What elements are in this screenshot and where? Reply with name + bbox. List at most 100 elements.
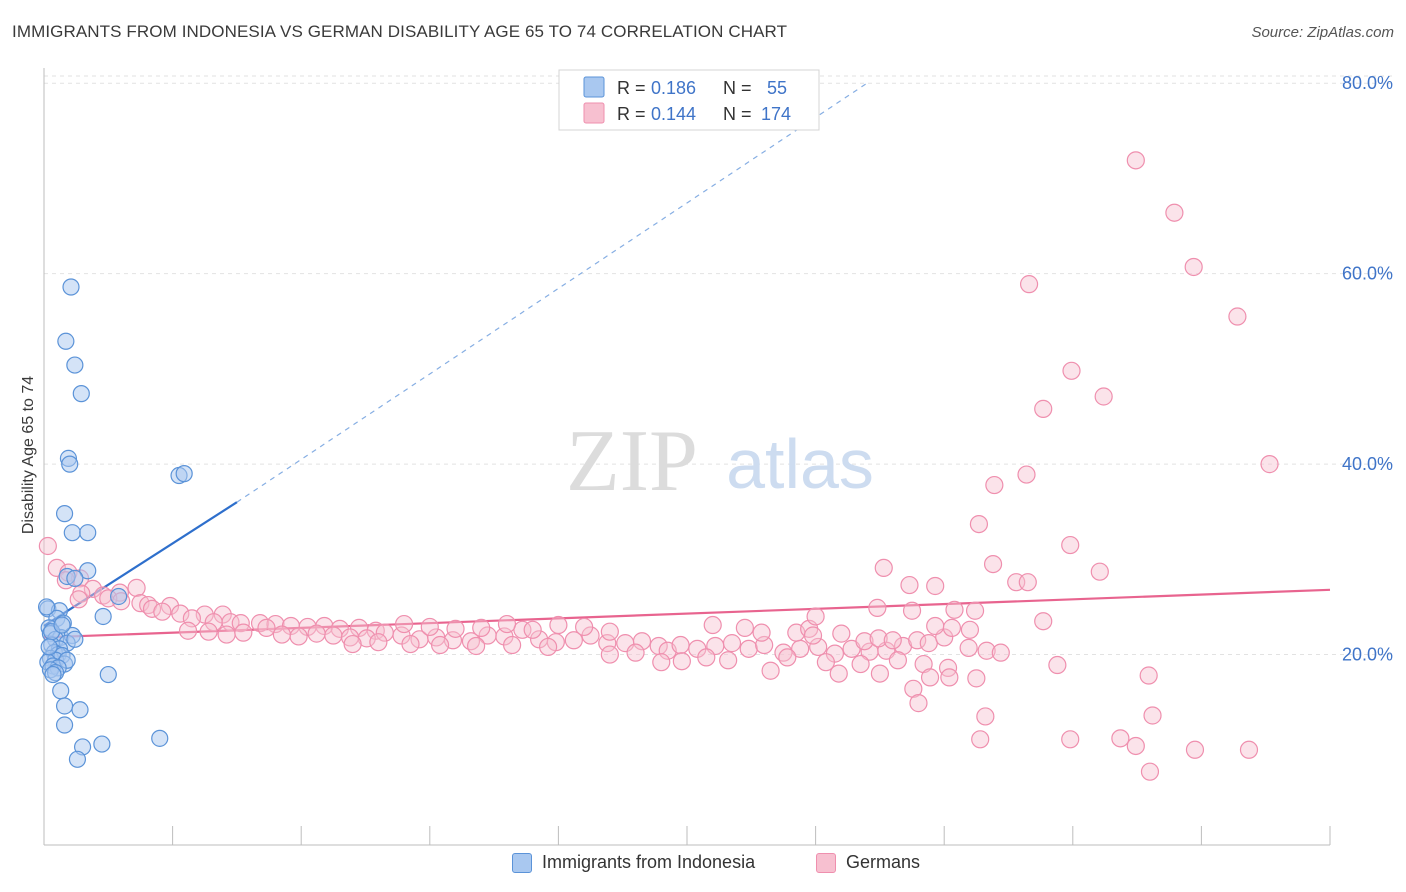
point-germans bbox=[971, 730, 990, 749]
point-indonesia bbox=[63, 524, 81, 542]
point-indonesia bbox=[99, 665, 117, 684]
source-label: Source: ZipAtlas.com bbox=[1251, 24, 1394, 41]
point-germans bbox=[920, 668, 940, 687]
point-germans bbox=[257, 618, 276, 637]
point-germans bbox=[869, 629, 888, 648]
legend-r-value-indonesia: 0.186 bbox=[651, 78, 696, 98]
point-germans bbox=[272, 625, 292, 644]
point-indonesia bbox=[79, 562, 97, 580]
point-germans bbox=[671, 635, 690, 655]
legend-r-label-germans: R = bbox=[617, 104, 646, 124]
point-indonesia bbox=[44, 665, 62, 684]
point-germans bbox=[69, 590, 88, 609]
point-germans bbox=[959, 638, 978, 657]
point-germans bbox=[967, 669, 986, 688]
point-germans bbox=[626, 643, 645, 662]
point-indonesia bbox=[66, 569, 84, 587]
point-germans bbox=[908, 631, 927, 650]
series-germans bbox=[38, 151, 1279, 781]
legend-label-indonesia: Immigrants from Indonesia bbox=[542, 852, 756, 872]
watermark-atlas: atlas bbox=[726, 425, 874, 503]
point-indonesia bbox=[151, 729, 169, 747]
trend-indonesia bbox=[43, 501, 238, 627]
legend-label-germans: Germans bbox=[846, 852, 921, 872]
legend-n-value-germans: 174 bbox=[761, 104, 791, 124]
point-germans bbox=[904, 679, 923, 698]
point-germans bbox=[1143, 706, 1162, 725]
point-germans bbox=[1018, 573, 1037, 592]
point-germans bbox=[761, 661, 780, 680]
point-indonesia bbox=[37, 598, 56, 616]
point-indonesia bbox=[175, 465, 193, 483]
trend-indonesia-extension bbox=[236, 82, 868, 503]
point-germans bbox=[1048, 655, 1067, 675]
point-germans bbox=[888, 651, 908, 670]
legend-item-indonesia[interactable]: Immigrants from Indonesia bbox=[512, 852, 755, 873]
point-indonesia bbox=[52, 682, 70, 700]
point-germans bbox=[940, 668, 959, 687]
point-germans bbox=[394, 614, 414, 634]
point-indonesia bbox=[55, 716, 74, 734]
point-germans bbox=[598, 634, 617, 653]
point-germans bbox=[874, 558, 893, 578]
point-germans bbox=[307, 624, 326, 643]
point-germans bbox=[703, 615, 722, 635]
point-germans bbox=[919, 634, 938, 653]
point-germans bbox=[564, 631, 583, 650]
y-tick-label: 20.0% bbox=[1342, 645, 1393, 665]
y-tick-label: 80.0% bbox=[1342, 73, 1393, 93]
point-germans bbox=[909, 694, 928, 713]
point-germans bbox=[523, 620, 542, 639]
point-germans bbox=[697, 648, 716, 667]
point-germans bbox=[1185, 740, 1205, 759]
point-germans bbox=[266, 614, 285, 634]
point-germans bbox=[652, 653, 671, 672]
legend-n-value-indonesia: 55 bbox=[767, 78, 787, 98]
point-germans bbox=[1111, 729, 1130, 748]
point-germans bbox=[851, 654, 870, 674]
grid-lines bbox=[44, 75, 1393, 656]
point-indonesia bbox=[53, 616, 71, 634]
point-germans bbox=[722, 634, 742, 653]
point-germans bbox=[735, 618, 754, 637]
point-indonesia bbox=[57, 332, 75, 350]
point-indonesia bbox=[71, 701, 89, 719]
point-germans bbox=[420, 617, 439, 637]
point-indonesia bbox=[79, 524, 97, 542]
point-germans bbox=[806, 607, 825, 626]
legend-swatch-indonesia bbox=[583, 76, 605, 98]
legend-r-label-indonesia: R = bbox=[617, 78, 646, 98]
point-germans bbox=[446, 619, 465, 638]
point-germans bbox=[945, 600, 964, 619]
point-germans bbox=[965, 601, 985, 620]
point-germans bbox=[1062, 361, 1081, 380]
point-germans bbox=[976, 707, 995, 726]
point-germans bbox=[324, 626, 343, 645]
point-germans bbox=[1139, 666, 1158, 685]
point-germans bbox=[969, 514, 989, 534]
point-germans bbox=[778, 648, 797, 667]
point-germans bbox=[926, 576, 945, 596]
point-germans bbox=[942, 618, 962, 637]
point-germans bbox=[600, 622, 619, 641]
point-germans bbox=[430, 635, 450, 655]
scatter-chart: ZIP atlas 20.0%40.0%60.0%80.0%0.0%100.0%… bbox=[20, 68, 1393, 846]
point-germans bbox=[503, 635, 522, 655]
point-germans bbox=[1017, 465, 1036, 484]
point-germans bbox=[902, 601, 922, 620]
point-indonesia bbox=[93, 735, 111, 753]
point-indonesia bbox=[61, 455, 79, 473]
legend-item-germans[interactable]: Germans bbox=[816, 852, 920, 873]
point-indonesia bbox=[72, 385, 90, 403]
point-germans bbox=[803, 626, 823, 645]
legend-swatch-bottom-indonesia bbox=[512, 852, 532, 873]
point-germans bbox=[960, 620, 980, 639]
point-germans bbox=[142, 599, 162, 618]
point-germans bbox=[1126, 151, 1145, 170]
legend-n-label-germans: N = bbox=[723, 104, 752, 124]
point-indonesia bbox=[109, 587, 128, 606]
point-germans bbox=[1094, 387, 1113, 406]
point-germans bbox=[466, 636, 486, 656]
y-tick-label: 60.0% bbox=[1342, 264, 1393, 284]
point-germans bbox=[1090, 562, 1109, 581]
